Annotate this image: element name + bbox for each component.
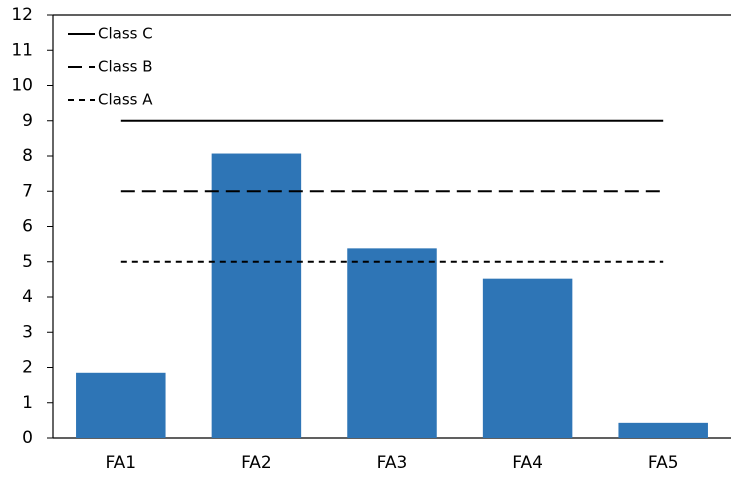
y-tick-label: 2 xyxy=(22,358,33,378)
x-tick-label: FA3 xyxy=(377,453,408,473)
x-tick-label: FA2 xyxy=(241,453,272,473)
bar xyxy=(76,372,166,438)
y-tick-label: 12 xyxy=(11,5,33,25)
y-tick-label: 9 xyxy=(22,111,33,131)
y-tick-label: 7 xyxy=(22,181,33,201)
y-tick-label: 8 xyxy=(22,146,33,166)
x-tick-label: FA4 xyxy=(512,453,543,473)
y-tick-label: 4 xyxy=(22,287,33,307)
y-tick-label: 0 xyxy=(22,428,33,448)
legend-label: Class A xyxy=(98,91,153,109)
y-tick-label: 1 xyxy=(22,393,33,413)
y-tick-label: 5 xyxy=(22,252,33,272)
legend-label: Class B xyxy=(98,58,153,76)
y-tick-label: 11 xyxy=(11,40,33,60)
bar xyxy=(211,153,302,438)
x-tick-label: FA5 xyxy=(648,453,679,473)
y-tick-label: 6 xyxy=(22,217,33,237)
x-tick-label: FA1 xyxy=(105,453,136,473)
bar xyxy=(482,278,573,438)
bar xyxy=(618,422,708,438)
legend-label: Class C xyxy=(98,25,153,43)
bar xyxy=(347,248,437,438)
y-tick-label: 3 xyxy=(22,322,33,342)
y-tick-label: 10 xyxy=(11,76,33,96)
